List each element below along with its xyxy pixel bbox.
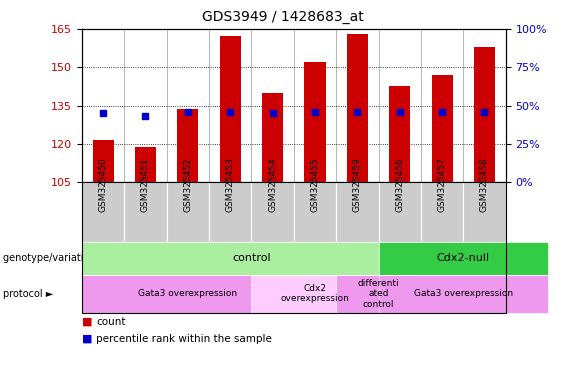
Point bbox=[437, 109, 446, 115]
Bar bbox=[177, 109, 198, 182]
Text: Cdx2
overexpression: Cdx2 overexpression bbox=[281, 284, 349, 303]
Text: GSM325459: GSM325459 bbox=[353, 157, 362, 212]
Text: percentile rank within the sample: percentile rank within the sample bbox=[96, 334, 272, 344]
Point bbox=[183, 109, 192, 115]
Bar bbox=[347, 34, 368, 182]
Text: Cdx2-null: Cdx2-null bbox=[437, 253, 490, 263]
Text: GSM325457: GSM325457 bbox=[438, 157, 446, 212]
Point bbox=[226, 109, 235, 115]
Text: Gata3 overexpression: Gata3 overexpression bbox=[414, 289, 513, 298]
Text: GSM325450: GSM325450 bbox=[99, 157, 107, 212]
Point bbox=[311, 109, 320, 115]
Point bbox=[353, 109, 362, 115]
Text: differenti
ated
control: differenti ated control bbox=[358, 279, 399, 309]
Bar bbox=[474, 47, 495, 182]
Text: GSM325456: GSM325456 bbox=[396, 157, 404, 212]
Text: genotype/variation ►: genotype/variation ► bbox=[3, 253, 106, 263]
Text: GSM325454: GSM325454 bbox=[268, 157, 277, 212]
Text: GSM325453: GSM325453 bbox=[226, 157, 234, 212]
Point bbox=[396, 109, 405, 115]
Bar bbox=[262, 93, 283, 182]
Point bbox=[98, 110, 107, 116]
Text: GSM325455: GSM325455 bbox=[311, 157, 319, 212]
Point bbox=[480, 109, 489, 115]
Point bbox=[141, 113, 150, 119]
Text: GSM325451: GSM325451 bbox=[141, 157, 150, 212]
Bar bbox=[93, 140, 114, 182]
Text: control: control bbox=[232, 253, 271, 263]
Bar bbox=[220, 36, 241, 182]
Text: GSM325452: GSM325452 bbox=[184, 157, 192, 212]
Text: ■: ■ bbox=[82, 317, 93, 327]
Bar bbox=[135, 147, 156, 182]
Bar bbox=[432, 75, 453, 182]
Text: GDS3949 / 1428683_at: GDS3949 / 1428683_at bbox=[202, 10, 363, 23]
Bar bbox=[305, 62, 325, 182]
Text: count: count bbox=[96, 317, 125, 327]
Point bbox=[268, 110, 277, 116]
Bar bbox=[389, 86, 410, 182]
Text: protocol ►: protocol ► bbox=[3, 289, 53, 299]
Text: ■: ■ bbox=[82, 334, 93, 344]
Text: GSM325458: GSM325458 bbox=[480, 157, 489, 212]
Text: Gata3 overexpression: Gata3 overexpression bbox=[138, 289, 237, 298]
